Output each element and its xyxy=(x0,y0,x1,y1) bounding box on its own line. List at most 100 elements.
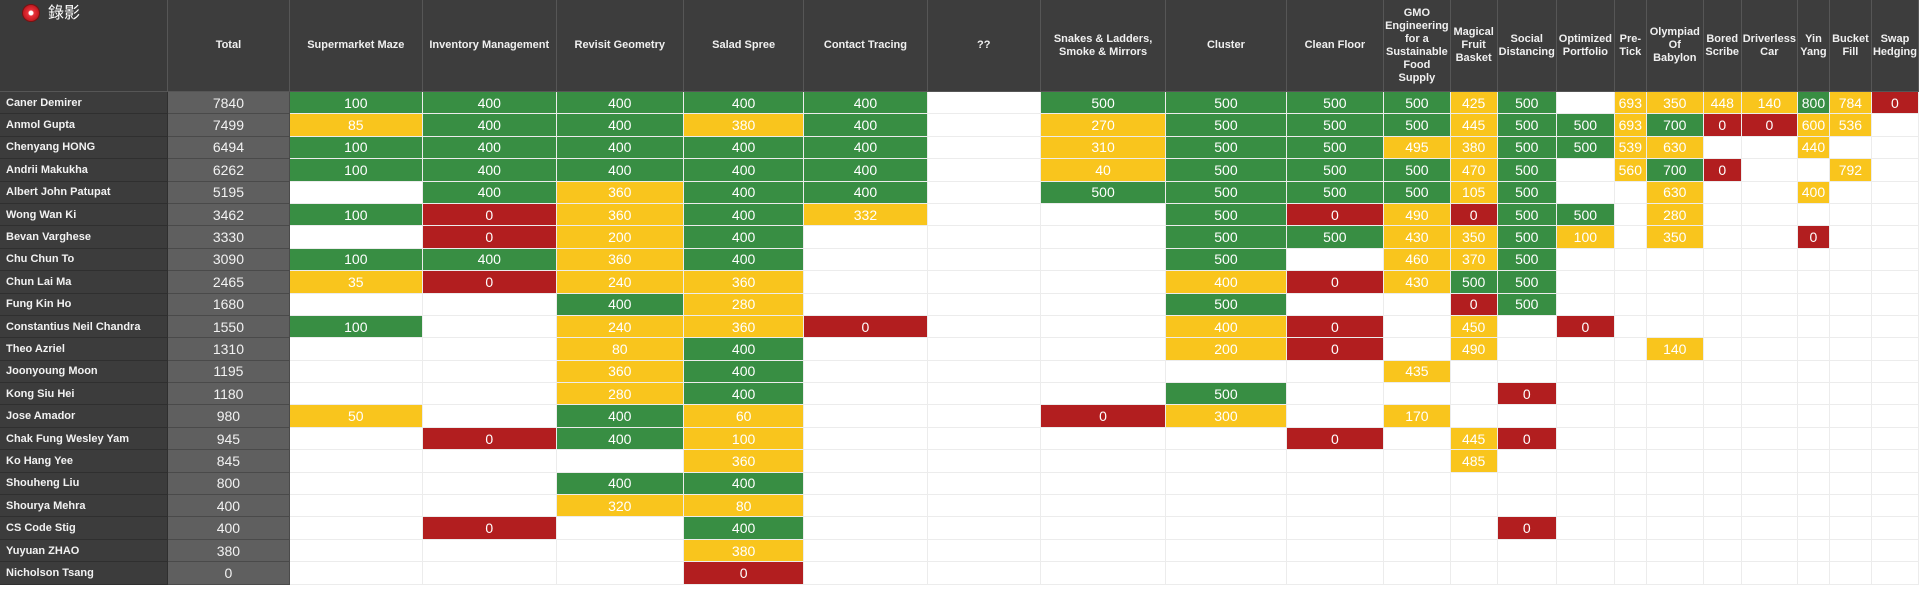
contestant-name[interactable]: Nicholson Tsang xyxy=(0,561,169,585)
total-header[interactable]: Total xyxy=(167,0,290,92)
score-cell[interactable]: 400 xyxy=(683,91,805,115)
score-cell[interactable]: 500 xyxy=(1040,91,1167,115)
contestant-name[interactable]: Wong Wan Ki xyxy=(0,203,169,227)
score-cell[interactable]: 500 xyxy=(1497,113,1557,137)
contestant-name[interactable]: Caner Demirer xyxy=(0,91,169,115)
score-cell[interactable]: 280 xyxy=(556,382,684,406)
score-cell[interactable]: 800 xyxy=(1797,91,1830,115)
problem-header[interactable]: Optimized Portfolio xyxy=(1556,0,1615,92)
problem-header[interactable]: Inventory Management xyxy=(422,0,557,92)
score-cell[interactable]: 693 xyxy=(1614,91,1647,115)
score-cell[interactable]: 0 xyxy=(1286,337,1385,361)
score-cell[interactable]: 500 xyxy=(1556,113,1615,137)
score-cell[interactable]: 0 xyxy=(422,225,557,249)
score-cell[interactable]: 425 xyxy=(1450,91,1498,115)
score-cell[interactable]: 485 xyxy=(1450,449,1498,473)
score-cell[interactable]: 0 xyxy=(1497,427,1557,451)
score-cell[interactable]: 560 xyxy=(1614,158,1647,182)
contestant-name[interactable]: Chenyang HONG xyxy=(0,136,169,160)
recording-indicator[interactable]: 錄影 xyxy=(23,4,80,22)
score-cell[interactable]: 400 xyxy=(803,181,928,204)
score-cell[interactable]: 310 xyxy=(1040,136,1167,160)
score-cell[interactable]: 445 xyxy=(1450,113,1498,137)
score-cell[interactable]: 400 xyxy=(683,158,805,182)
problem-header[interactable]: Snakes & Ladders, Smoke & Mirrors xyxy=(1040,0,1167,92)
score-cell[interactable]: 140 xyxy=(1741,91,1798,115)
score-cell[interactable]: 500 xyxy=(1383,113,1451,137)
score-cell[interactable]: 400 xyxy=(422,248,557,272)
score-cell[interactable]: 500 xyxy=(1497,225,1557,249)
score-cell[interactable]: 500 xyxy=(1286,158,1385,182)
score-cell[interactable]: 500 xyxy=(1286,136,1385,160)
score-cell[interactable]: 400 xyxy=(556,472,684,496)
score-cell[interactable]: 240 xyxy=(556,270,684,294)
score-cell[interactable]: 380 xyxy=(1450,136,1498,160)
contestant-name[interactable]: Ko Hang Yee xyxy=(0,449,169,473)
score-cell[interactable]: 630 xyxy=(1646,136,1704,160)
contestant-name[interactable]: Shouheng Liu xyxy=(0,472,169,496)
score-cell[interactable]: 500 xyxy=(1165,248,1287,272)
score-cell[interactable]: 400 xyxy=(683,181,805,204)
score-cell[interactable]: 0 xyxy=(1450,203,1498,227)
score-cell[interactable]: 500 xyxy=(1497,158,1557,182)
score-cell[interactable]: 0 xyxy=(1286,427,1385,451)
problem-header[interactable]: Swap Hedging xyxy=(1871,0,1919,92)
problem-header[interactable]: GMO Engineering for a Sustainable Food S… xyxy=(1383,0,1451,92)
score-cell[interactable]: 0 xyxy=(1871,91,1919,115)
score-cell[interactable]: 500 xyxy=(1383,91,1451,115)
problem-header[interactable]: Contact Tracing xyxy=(803,0,928,92)
record-icon[interactable] xyxy=(23,5,39,21)
score-cell[interactable]: 100 xyxy=(683,427,805,451)
score-cell[interactable]: 280 xyxy=(1646,203,1704,227)
score-cell[interactable]: 400 xyxy=(422,91,557,115)
contestant-name[interactable]: Fung Kin Ho xyxy=(0,293,169,316)
contestant-name[interactable]: Bevan Varghese xyxy=(0,225,169,249)
score-cell[interactable]: 500 xyxy=(1165,382,1287,406)
score-cell[interactable]: 360 xyxy=(556,181,684,204)
problem-header[interactable]: Bored Scribe xyxy=(1703,0,1742,92)
score-cell[interactable]: 700 xyxy=(1646,113,1704,137)
score-cell[interactable]: 0 xyxy=(1703,158,1742,182)
problem-header[interactable]: Cluster xyxy=(1165,0,1287,92)
score-cell[interactable]: 470 xyxy=(1450,158,1498,182)
score-cell[interactable]: 500 xyxy=(1165,91,1287,115)
score-cell[interactable]: 539 xyxy=(1614,136,1647,160)
contestant-name[interactable]: Chun Lai Ma xyxy=(0,270,169,294)
score-cell[interactable]: 80 xyxy=(556,337,684,361)
score-cell[interactable]: 400 xyxy=(556,293,684,316)
score-cell[interactable]: 0 xyxy=(1040,404,1167,428)
score-cell[interactable]: 400 xyxy=(422,113,557,137)
score-cell[interactable]: 100 xyxy=(289,203,424,227)
score-cell[interactable]: 400 xyxy=(803,113,928,137)
problem-header[interactable]: Yin Yang xyxy=(1797,0,1830,92)
score-cell[interactable]: 500 xyxy=(1450,270,1498,294)
contestant-name[interactable]: Anmol Gupta xyxy=(0,113,169,137)
score-cell[interactable]: 0 xyxy=(1497,382,1557,406)
score-cell[interactable]: 35 xyxy=(289,270,424,294)
score-cell[interactable]: 360 xyxy=(683,270,805,294)
score-cell[interactable]: 500 xyxy=(1165,293,1287,316)
problem-header[interactable]: Magical Fruit Basket xyxy=(1450,0,1498,92)
score-cell[interactable]: 784 xyxy=(1829,91,1872,115)
score-cell[interactable]: 0 xyxy=(1556,315,1615,339)
score-cell[interactable]: 430 xyxy=(1383,270,1451,294)
score-cell[interactable]: 400 xyxy=(803,136,928,160)
score-cell[interactable]: 320 xyxy=(556,494,684,518)
score-cell[interactable]: 0 xyxy=(1286,270,1385,294)
score-cell[interactable]: 630 xyxy=(1646,181,1704,204)
score-cell[interactable]: 500 xyxy=(1497,136,1557,160)
contestant-name[interactable]: Jose Amador xyxy=(0,404,169,428)
score-cell[interactable]: 400 xyxy=(683,248,805,272)
score-cell[interactable]: 360 xyxy=(683,449,805,473)
score-cell[interactable]: 500 xyxy=(1165,181,1287,204)
score-cell[interactable]: 500 xyxy=(1165,158,1287,182)
contestant-name[interactable]: Kong Siu Hei xyxy=(0,382,169,406)
score-cell[interactable]: 280 xyxy=(683,293,805,316)
score-cell[interactable]: 100 xyxy=(289,248,424,272)
score-cell[interactable]: 332 xyxy=(803,203,928,227)
score-cell[interactable]: 500 xyxy=(1040,181,1167,204)
score-cell[interactable]: 0 xyxy=(422,516,557,540)
problem-header[interactable]: Driverless Car xyxy=(1741,0,1798,92)
score-cell[interactable]: 300 xyxy=(1165,404,1287,428)
score-cell[interactable]: 100 xyxy=(1556,225,1615,249)
